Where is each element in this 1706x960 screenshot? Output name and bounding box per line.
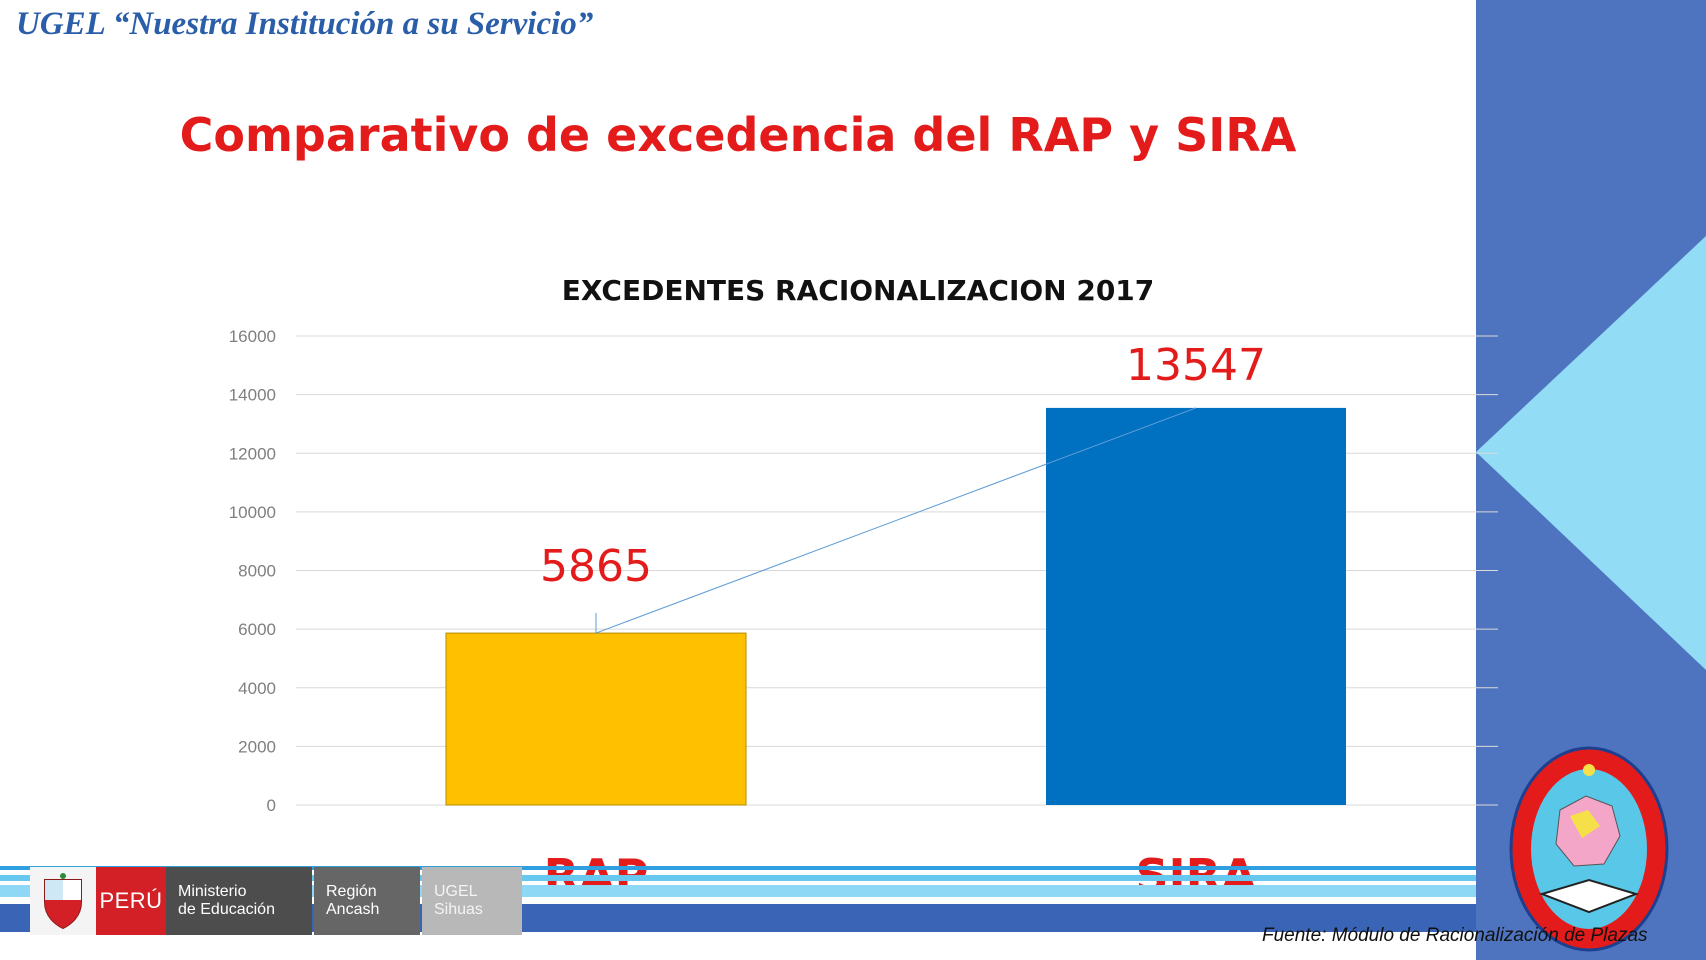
chart-title: EXCEDENTES RACIONALIZACION 2017 (562, 274, 1155, 307)
bar-sira (1046, 407, 1346, 805)
region-line-1: Región (326, 883, 377, 900)
y-tick-label: 12000 (229, 444, 276, 463)
ministry-line-1: Ministerio (178, 883, 247, 900)
bar-rap (445, 632, 747, 806)
ministry-logo: Ministerio de Educación (166, 867, 312, 935)
y-tick-label: 2000 (238, 737, 276, 756)
data-label: 13547 (1126, 340, 1266, 391)
y-tick-label: 14000 (229, 386, 276, 405)
region-logo: Región Ancash (314, 867, 420, 935)
footer-strip (0, 875, 1476, 881)
institution-motto: UGEL “Nuestra Institución a su Servicio” (16, 6, 594, 42)
peru-logo-label: PERÚ (96, 867, 166, 935)
ugel-line-2: Sihuas (434, 901, 483, 918)
y-tick-label: 4000 (238, 679, 276, 698)
y-tick-label: 10000 (229, 503, 276, 522)
slide-title: Comparativo de excedencia del RAP y SIRA (179, 108, 1297, 162)
footer-strip (0, 866, 1476, 870)
data-label: 5865 (540, 541, 652, 592)
ugel-sihuas-emblem-icon (1509, 746, 1669, 952)
ugel-logo: UGEL Sihuas (422, 867, 522, 935)
y-tick-label: 0 (267, 796, 276, 815)
bars (445, 407, 1346, 806)
data-labels: 5865 13547 (540, 340, 1266, 634)
right-decorative-triangle (1476, 236, 1706, 670)
peru-shield-icon (30, 867, 96, 935)
region-line-2: Ancash (326, 901, 380, 918)
y-tick-label: 8000 (238, 562, 276, 581)
source-note: Fuente: Módulo de Racionalización de Pla… (1262, 925, 1648, 946)
government-logo-bar: PERÚ Ministerio de Educación Región Anca… (30, 867, 522, 935)
y-axis-ticks: 0 2000 4000 6000 8000 10000 12000 14000 16000 (229, 327, 276, 815)
ugel-line-1: UGEL (434, 883, 478, 900)
y-tick-label: 16000 (229, 327, 276, 346)
data-label-leader (595, 407, 1197, 634)
y-tick-label: 6000 (238, 620, 276, 639)
ministry-line-2: de Educación (178, 901, 275, 918)
